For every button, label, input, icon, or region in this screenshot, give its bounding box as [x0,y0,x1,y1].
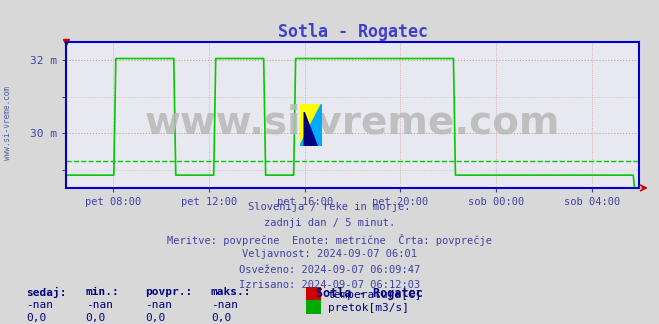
Text: povpr.:: povpr.: [145,287,192,297]
Text: zadnji dan / 5 minut.: zadnji dan / 5 minut. [264,218,395,228]
Text: -nan: -nan [211,300,238,310]
Text: Sotla - Rogatec: Sotla - Rogatec [316,287,423,300]
Polygon shape [300,104,322,146]
Text: -nan: -nan [145,300,172,310]
Text: temperatura[C]: temperatura[C] [328,290,422,300]
Text: 0,0: 0,0 [26,313,47,323]
Title: Sotla - Rogatec: Sotla - Rogatec [277,23,428,40]
Text: Slovenija / reke in morje.: Slovenija / reke in morje. [248,202,411,213]
Text: -nan: -nan [86,300,113,310]
Text: Veljavnost: 2024-09-07 06:01: Veljavnost: 2024-09-07 06:01 [242,249,417,259]
Text: pretok[m3/s]: pretok[m3/s] [328,303,409,313]
Polygon shape [304,112,317,146]
Text: Osveženo: 2024-09-07 06:09:47: Osveženo: 2024-09-07 06:09:47 [239,265,420,275]
Text: -nan: -nan [26,300,53,310]
Text: 0,0: 0,0 [211,313,231,323]
Text: min.:: min.: [86,287,119,297]
Polygon shape [300,104,322,146]
Text: Izrisano: 2024-09-07 06:12:03: Izrisano: 2024-09-07 06:12:03 [239,280,420,290]
Text: 0,0: 0,0 [86,313,106,323]
Text: www.si-vreme.com: www.si-vreme.com [3,86,13,160]
Text: sedaj:: sedaj: [26,287,67,298]
Text: 0,0: 0,0 [145,313,165,323]
Text: www.si-vreme.com: www.si-vreme.com [145,103,560,141]
Text: Meritve: povprečne  Enote: metrične  Črta: povprečje: Meritve: povprečne Enote: metrične Črta:… [167,234,492,246]
Text: maks.:: maks.: [211,287,251,297]
